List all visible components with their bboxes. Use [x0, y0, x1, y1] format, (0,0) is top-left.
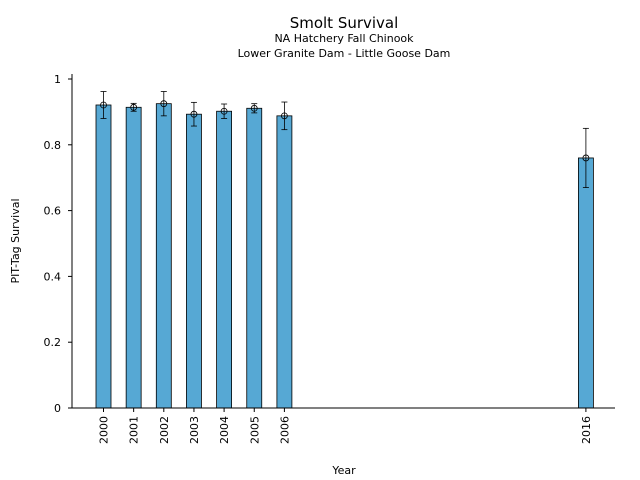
error-bars-group [100, 91, 590, 188]
bar-2004 [216, 110, 233, 409]
y-tick-label-0.2: 0.2 [44, 336, 62, 349]
bar-2016 [578, 157, 594, 409]
x-tick-label-2004: 2004 [218, 416, 231, 444]
y-tick-label-0.4: 0.4 [44, 270, 62, 283]
chart-subtitle-1: NA Hatchery Fall Chinook [274, 32, 414, 45]
x-tick-label-2003: 2003 [188, 416, 201, 444]
x-axis-label: Year [331, 464, 356, 477]
bars-group [95, 103, 594, 409]
x-tick-label-2016: 2016 [580, 416, 593, 444]
bar-2002 [155, 103, 172, 409]
point-2002 [160, 100, 168, 108]
x-tick-label-2006: 2006 [278, 416, 291, 444]
point-2016 [582, 154, 590, 162]
bar-2001 [125, 106, 142, 409]
x-tick-label-2001: 2001 [128, 416, 141, 444]
point-2003 [190, 110, 198, 118]
bar-2000 [95, 104, 112, 409]
point-2001 [130, 103, 138, 111]
chart-title: Smolt Survival [290, 14, 399, 32]
y-axis-label: PIT-Tag Survival [9, 198, 22, 283]
point-2005 [250, 104, 258, 112]
bar-2006 [276, 115, 293, 409]
point-2004 [220, 107, 228, 115]
point-2006 [280, 112, 288, 120]
x-tick-label-2000: 2000 [98, 416, 111, 444]
point-2000 [100, 101, 107, 109]
bar-2003 [186, 113, 202, 409]
x-tick-label-2002: 2002 [158, 416, 171, 444]
chart-subtitle-2: Lower Granite Dam - Little Goose Dam [238, 47, 451, 60]
x-ticks-group: 2000 2001 2002 2003 2004 2005 2006 2016 [98, 408, 593, 444]
y-tick-label-0.6: 0.6 [44, 205, 62, 218]
y-tick-label-0.8: 0.8 [44, 139, 62, 152]
y-ticks-group: 0 0.2 0.4 0.6 0.8 1 [44, 73, 72, 415]
bar-2005 [246, 107, 263, 409]
y-tick-label-0: 0 [54, 402, 61, 415]
x-tick-label-2005: 2005 [248, 416, 261, 444]
y-tick-label-1: 1 [54, 73, 61, 86]
